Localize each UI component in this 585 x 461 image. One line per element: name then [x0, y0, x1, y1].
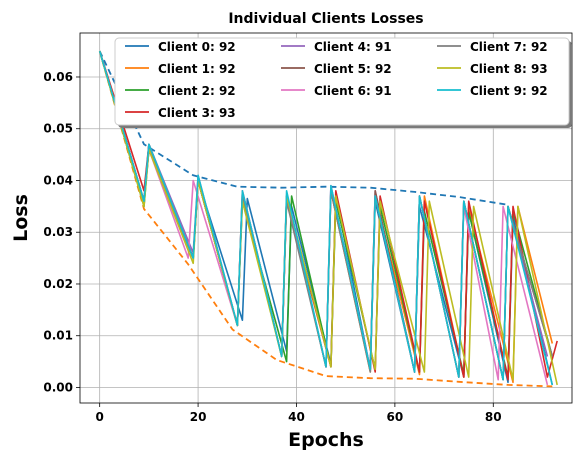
legend-label-client-6: Client 6: 91 — [314, 84, 392, 98]
x-tick-label: 80 — [485, 410, 502, 424]
legend-label-client-8: Client 8: 93 — [470, 62, 548, 76]
series-lines — [98, 50, 558, 386]
legend-label-client-1: Client 1: 92 — [158, 62, 236, 76]
axis-ticks: 0 20 40 60 80 0.00 0.01 0.02 0.03 0.04 0.05 0.06 — [43, 70, 501, 424]
x-tick-label: 0 — [96, 410, 104, 424]
y-tick-label: 0.05 — [43, 122, 73, 136]
legend-label-client-9: Client 9: 92 — [470, 84, 548, 98]
legend-label-client-0: Client 0: 92 — [158, 40, 236, 54]
y-tick-label: 0.00 — [43, 380, 73, 394]
legend-box — [114, 37, 570, 126]
x-tick-label: 20 — [190, 410, 207, 424]
chart-title: Individual Clients Losses — [228, 11, 423, 27]
y-tick-label: 0.02 — [43, 277, 73, 291]
y-axis-label: Loss — [10, 194, 32, 242]
legend-label-client-7: Client 7: 92 — [470, 40, 548, 54]
x-axis-label: Epochs — [288, 429, 364, 451]
plot-frame — [79, 32, 573, 404]
envelope-lines — [98, 50, 553, 388]
x-tick-label: 40 — [288, 410, 305, 424]
y-tick-label: 0.01 — [43, 329, 73, 343]
envelope-line-0 — [98, 50, 509, 206]
x-tick-label: 60 — [387, 410, 404, 424]
legend-label-client-4: Client 4: 91 — [314, 40, 392, 54]
legend: Client 0: 92 Client 1: 92 Client 2: 92 Clie… — [114, 37, 572, 128]
y-tick-label: 0.06 — [43, 70, 73, 84]
series-line-client-9 — [98, 50, 554, 386]
legend-label-client-3: Client 3: 93 — [158, 106, 236, 120]
y-tick-label: 0.04 — [43, 173, 73, 187]
legend-label-client-5: Client 5: 92 — [314, 62, 392, 76]
legend-label-client-2: Client 2: 92 — [158, 84, 236, 98]
y-tick-label: 0.03 — [43, 225, 73, 239]
envelope-line-1 — [98, 50, 553, 388]
